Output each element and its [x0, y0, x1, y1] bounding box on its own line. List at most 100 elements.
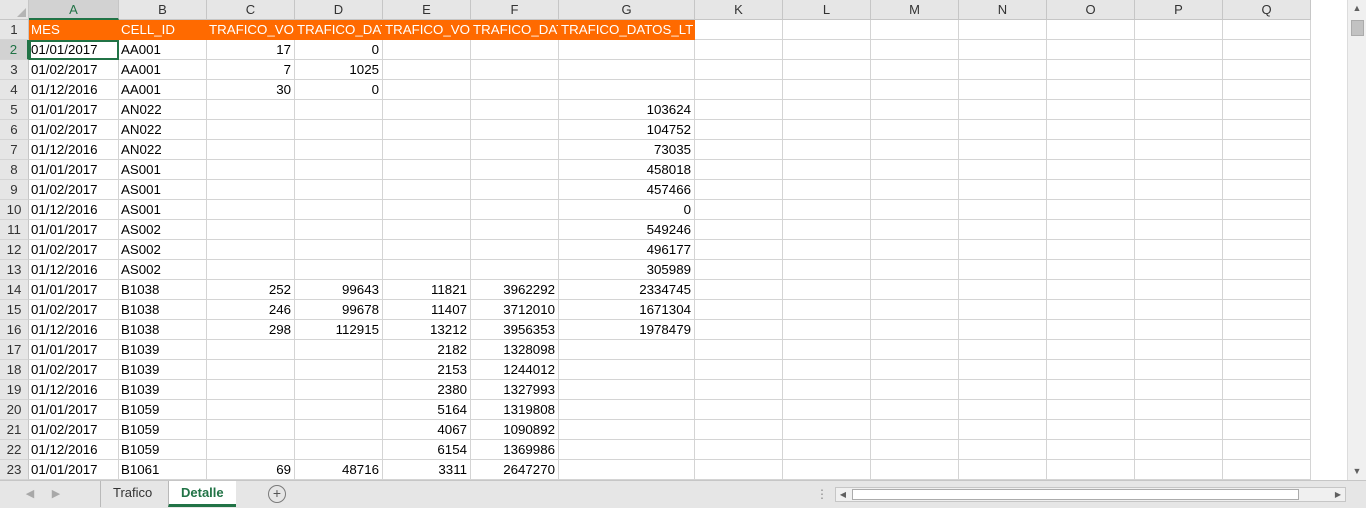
table-cell[interactable]: 01/12/2016	[29, 200, 119, 220]
table-cell[interactable]	[783, 340, 871, 360]
row-number[interactable]: 11	[0, 220, 29, 240]
table-cell[interactable]	[959, 220, 1047, 240]
table-cell[interactable]	[559, 340, 695, 360]
table-cell[interactable]	[1135, 360, 1223, 380]
table-cell[interactable]	[695, 140, 783, 160]
table-cell[interactable]	[295, 420, 383, 440]
table-cell[interactable]: 112915	[295, 320, 383, 340]
table-cell[interactable]	[1135, 420, 1223, 440]
column-header-p[interactable]: P	[1135, 0, 1223, 20]
table-cell[interactable]	[383, 220, 471, 240]
table-cell[interactable]	[959, 340, 1047, 360]
table-cell[interactable]	[383, 140, 471, 160]
table-cell[interactable]	[1223, 80, 1311, 100]
table-cell[interactable]	[471, 60, 559, 80]
table-cell[interactable]: 30	[207, 80, 295, 100]
table-cell[interactable]: 01/12/2016	[29, 260, 119, 280]
table-cell[interactable]: 1328098	[471, 340, 559, 360]
table-cell[interactable]	[695, 80, 783, 100]
table-cell[interactable]	[559, 420, 695, 440]
table-cell[interactable]: AS002	[119, 260, 207, 280]
row-number[interactable]: 8	[0, 160, 29, 180]
column-title-cell[interactable]	[1223, 20, 1311, 40]
split-handle-icon[interactable]: ⋮	[816, 487, 828, 501]
table-cell[interactable]	[383, 160, 471, 180]
table-cell[interactable]	[695, 220, 783, 240]
table-cell[interactable]: B1038	[119, 300, 207, 320]
table-cell[interactable]	[783, 380, 871, 400]
table-cell[interactable]	[383, 260, 471, 280]
table-cell[interactable]	[1223, 240, 1311, 260]
table-cell[interactable]	[871, 380, 959, 400]
table-cell[interactable]: AA001	[119, 60, 207, 80]
table-cell[interactable]	[695, 420, 783, 440]
table-cell[interactable]	[695, 380, 783, 400]
table-cell[interactable]	[695, 280, 783, 300]
table-cell[interactable]: 0	[559, 200, 695, 220]
table-cell[interactable]: 01/12/2016	[29, 440, 119, 460]
table-cell[interactable]	[1223, 200, 1311, 220]
table-cell[interactable]	[871, 360, 959, 380]
vertical-scroll-thumb[interactable]	[1351, 20, 1364, 36]
table-cell[interactable]	[871, 140, 959, 160]
table-cell[interactable]: AA001	[119, 40, 207, 60]
table-cell[interactable]	[207, 360, 295, 380]
table-cell[interactable]	[959, 360, 1047, 380]
table-cell[interactable]	[695, 100, 783, 120]
row-number[interactable]: 2	[0, 40, 29, 60]
table-cell[interactable]	[959, 400, 1047, 420]
table-cell[interactable]	[871, 340, 959, 360]
table-cell[interactable]: 13212	[383, 320, 471, 340]
table-cell[interactable]	[383, 240, 471, 260]
column-title-cell[interactable]	[1135, 20, 1223, 40]
table-cell[interactable]	[1223, 40, 1311, 60]
table-cell[interactable]	[207, 400, 295, 420]
table-cell[interactable]: 99643	[295, 280, 383, 300]
table-cell[interactable]	[207, 240, 295, 260]
table-cell[interactable]	[471, 240, 559, 260]
table-cell[interactable]	[1047, 160, 1135, 180]
table-cell[interactable]	[959, 460, 1047, 480]
column-header-m[interactable]: M	[871, 0, 959, 20]
table-cell[interactable]	[783, 220, 871, 240]
row-number[interactable]: 1	[0, 20, 29, 40]
table-cell[interactable]	[695, 300, 783, 320]
table-cell[interactable]: 549246	[559, 220, 695, 240]
table-cell[interactable]	[959, 440, 1047, 460]
table-cell[interactable]: 103624	[559, 100, 695, 120]
table-cell[interactable]	[695, 200, 783, 220]
table-cell[interactable]	[1223, 220, 1311, 240]
table-cell[interactable]	[207, 120, 295, 140]
table-cell[interactable]: 11821	[383, 280, 471, 300]
table-cell[interactable]	[1135, 60, 1223, 80]
table-cell[interactable]	[383, 80, 471, 100]
table-cell[interactable]	[1223, 160, 1311, 180]
table-cell[interactable]	[1047, 260, 1135, 280]
table-cell[interactable]	[1135, 400, 1223, 420]
table-cell[interactable]: 1671304	[559, 300, 695, 320]
table-cell[interactable]	[1223, 380, 1311, 400]
table-cell[interactable]: 11407	[383, 300, 471, 320]
table-cell[interactable]	[695, 360, 783, 380]
table-cell[interactable]: B1039	[119, 340, 207, 360]
table-cell[interactable]	[1047, 420, 1135, 440]
table-cell[interactable]	[783, 460, 871, 480]
column-header-k[interactable]: K	[695, 0, 783, 20]
row-number[interactable]: 6	[0, 120, 29, 140]
table-cell[interactable]	[1047, 80, 1135, 100]
table-cell[interactable]: 01/01/2017	[29, 40, 119, 60]
table-cell[interactable]	[1135, 160, 1223, 180]
table-cell[interactable]: B1038	[119, 320, 207, 340]
table-cell[interactable]	[871, 260, 959, 280]
table-cell[interactable]	[695, 60, 783, 80]
table-cell[interactable]	[959, 420, 1047, 440]
table-cell[interactable]	[959, 60, 1047, 80]
table-cell[interactable]	[871, 280, 959, 300]
table-cell[interactable]	[783, 80, 871, 100]
table-cell[interactable]	[1223, 360, 1311, 380]
table-cell[interactable]	[559, 380, 695, 400]
table-cell[interactable]	[1135, 80, 1223, 100]
table-cell[interactable]	[783, 260, 871, 280]
column-header-q[interactable]: Q	[1223, 0, 1311, 20]
table-cell[interactable]	[559, 40, 695, 60]
